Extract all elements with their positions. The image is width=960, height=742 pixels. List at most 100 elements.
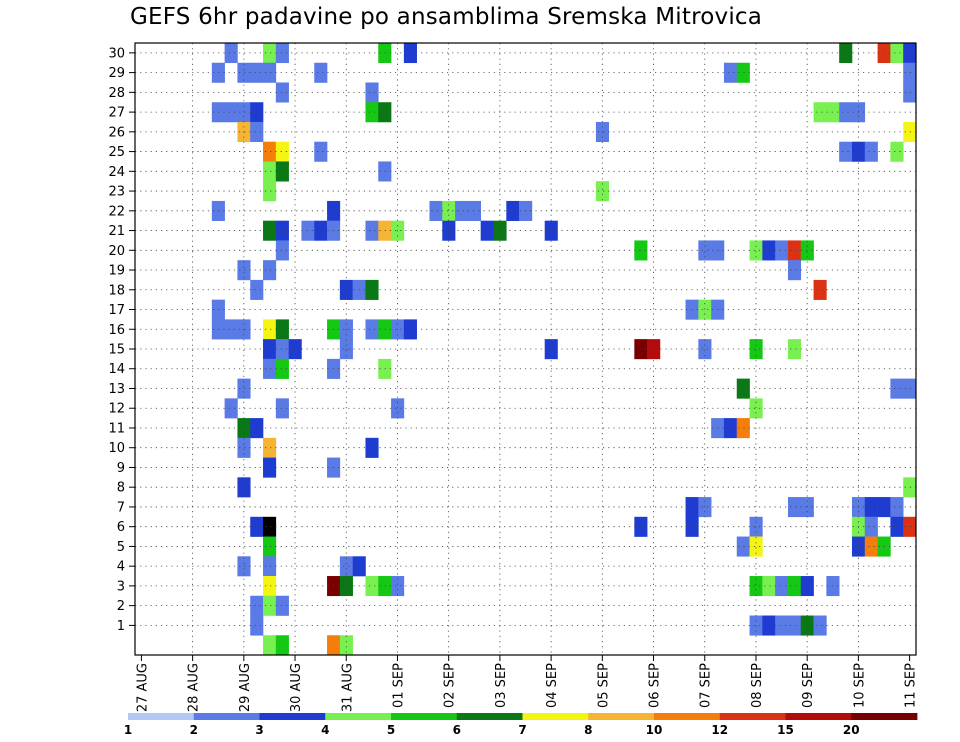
precip-cell [890, 516, 904, 537]
cells-layer [211, 43, 917, 656]
precip-cell [749, 339, 763, 360]
grid-layer [135, 43, 916, 655]
y-tick-label: 20 [108, 244, 125, 259]
legend-swatch [193, 713, 260, 720]
x-tick-label: 27 AUG [135, 663, 150, 712]
precip-cell [250, 279, 264, 300]
y-tick-label: 25 [108, 145, 125, 160]
precip-cell [224, 43, 238, 64]
precip-cell [250, 121, 264, 143]
precip-cell [365, 220, 379, 241]
y-tick-label: 26 [108, 125, 125, 140]
precip-cell [903, 62, 917, 83]
x-tick-label: 29 AUG [238, 663, 253, 712]
precip-cell [749, 576, 763, 597]
x-tick-label: 08 SEP [750, 663, 765, 708]
precip-cell [839, 141, 853, 162]
precip-cell [749, 398, 763, 419]
precip-cell [647, 339, 661, 360]
precip-cell [224, 319, 238, 340]
precip-cell [237, 437, 251, 458]
precip-cell [736, 378, 750, 399]
legend-label: 2 [190, 723, 198, 737]
precip-cell [263, 181, 277, 202]
y-tick-label: 6 [117, 520, 125, 535]
precip-cell [237, 102, 251, 123]
y-tick-label: 8 [117, 481, 125, 496]
precip-cell [263, 260, 277, 281]
precip-cell [339, 279, 353, 300]
legend-label: 20 [843, 723, 860, 737]
precip-cell [903, 43, 917, 64]
precip-cell [365, 437, 379, 458]
precip-cell [595, 181, 610, 202]
y-tick-label: 27 [108, 106, 125, 121]
precip-cell [506, 200, 520, 221]
precip-cell [275, 398, 289, 419]
precip-cell [314, 62, 328, 83]
precip-cell [890, 378, 904, 399]
x-axis: 27 AUG 28 AUG 29 AUG 30 AUG 31 AUG 01 SEP 02 S… [135, 655, 919, 712]
y-tick-label: 12 [108, 402, 125, 417]
y-tick-label: 29 [108, 66, 125, 81]
legend-swatch [391, 713, 458, 720]
precip-cell [890, 43, 904, 64]
precip-cell [736, 62, 750, 83]
legend-swatch [785, 713, 852, 720]
precip-cell [339, 339, 353, 360]
precip-cell [263, 43, 277, 64]
precip-cell [250, 516, 264, 537]
y-tick-label: 11 [108, 421, 125, 436]
legend-swatch [654, 713, 721, 720]
precip-cell [301, 220, 315, 241]
y-tick-label: 21 [108, 224, 125, 239]
y-tick-label: 10 [108, 441, 125, 456]
y-tick-label: 4 [117, 560, 125, 575]
y-tick-label: 16 [108, 323, 125, 338]
precip-cell [365, 279, 379, 300]
precip-cell [263, 358, 277, 379]
precip-cell [263, 339, 277, 360]
precip-cell [263, 141, 277, 162]
precip-cell [775, 576, 789, 597]
y-tick-label: 14 [108, 362, 125, 377]
precip-cell [775, 240, 789, 261]
legend-label: 3 [255, 723, 263, 737]
precip-cell [263, 220, 277, 241]
y-tick-label: 2 [117, 599, 125, 614]
precip-cell [800, 576, 814, 597]
y-tick-label: 17 [108, 303, 125, 318]
x-tick-label: 01 SEP [391, 663, 406, 708]
precip-cell [250, 595, 264, 616]
precip-cell [839, 102, 853, 123]
y-tick-label: 5 [117, 540, 125, 555]
precip-cell [365, 319, 379, 340]
precip-cell [275, 319, 289, 340]
precip-cell [813, 102, 827, 123]
precip-cell [237, 556, 251, 577]
precip-cell [903, 121, 917, 143]
x-tick-label: 30 AUG [289, 663, 304, 712]
precip-cell [237, 62, 251, 83]
y-tick-label: 3 [117, 579, 125, 594]
precip-cell [455, 200, 469, 221]
precip-cell [749, 240, 763, 261]
precip-cell [275, 161, 289, 182]
legend-label: 1 [124, 723, 132, 737]
precip-cell [749, 536, 763, 557]
legend-label: 7 [518, 723, 526, 737]
precip-cell [365, 576, 379, 597]
y-tick-label: 19 [108, 264, 125, 279]
precip-cell [890, 141, 904, 162]
precip-cell [698, 497, 712, 518]
x-tick-label: 09 SEP [801, 663, 816, 708]
y-tick-label: 23 [108, 185, 125, 200]
x-tick-label: 07 SEP [699, 663, 714, 708]
legend-label: 8 [584, 723, 592, 737]
precip-cell [787, 240, 802, 261]
precip-cell [327, 635, 341, 656]
precip-cell [698, 339, 712, 360]
legend-swatch [522, 713, 589, 720]
precip-cell [314, 220, 328, 241]
